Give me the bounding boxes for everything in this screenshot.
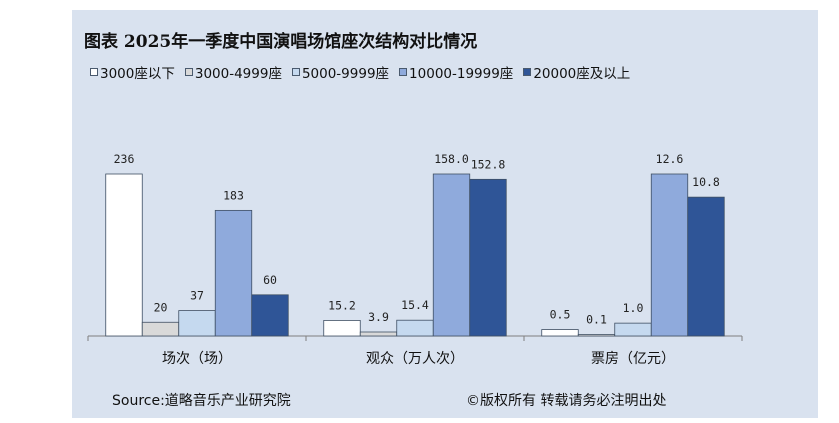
bar-3-1 — [541, 329, 579, 337]
legend-label-4: 10000-19999座 — [409, 66, 514, 82]
chart-title: 图表 2025年一季度中国演唱场馆座次结构对比情况 — [84, 32, 478, 52]
bar-2-1 — [323, 320, 361, 337]
legend-item-2: 3000-4999座 — [184, 62, 282, 82]
legend-item-4: 10000-19999座 — [399, 62, 513, 82]
legend-label-5: 20000座及以上 — [533, 66, 631, 82]
bar-3-2 — [577, 334, 616, 337]
data-label-3-1: 0.5 — [550, 308, 571, 322]
legend-swatch-3 — [291, 68, 300, 76]
legend-item-3: 5000-9999座 — [291, 62, 390, 82]
chart-panel: 图表 2025年一季度中国演唱场馆座次结构对比情况 3000座以下 3000-4… — [72, 10, 818, 418]
bar-2-4 — [432, 173, 471, 337]
data-label-2-3: 15.4 — [401, 298, 429, 312]
legend-item-1: 3000座以下 — [90, 62, 175, 82]
bar-2-3 — [396, 319, 434, 337]
category-label-2: 观众（万人次） — [366, 351, 464, 367]
legend-swatch-5 — [523, 68, 532, 76]
legend-label-2: 3000-4999座 — [194, 66, 282, 82]
bar-3-5 — [687, 196, 725, 337]
legend-swatch-4 — [399, 68, 408, 76]
data-label-3-5: 10.8 — [692, 175, 720, 189]
bar-1-1 — [105, 173, 143, 337]
bar-chart-plot: 236 20 37 183 60 场次（场） 15.2 3.9 15.4 158.0 152.8 观众… — [87, 152, 743, 367]
data-label-2-5: 152.8 — [471, 157, 506, 171]
data-label-3-3: 1.0 — [623, 301, 644, 315]
source-note: Source:道略音乐产业研究院 — [112, 393, 291, 409]
category-label-1: 场次（场） — [162, 351, 232, 367]
bar-1-3 — [178, 310, 216, 337]
data-label-1-4: 183 — [223, 188, 244, 202]
legend-swatch-1 — [90, 68, 98, 76]
data-label-1-3: 37 — [190, 289, 204, 303]
data-label-2-4: 158.0 — [434, 152, 469, 166]
bar-3-4 — [650, 173, 689, 337]
data-label-1-5: 60 — [263, 273, 277, 287]
data-label-3-2: 0.1 — [586, 313, 607, 327]
bar-3-3 — [614, 322, 652, 337]
data-label-1-1: 236 — [114, 152, 135, 166]
data-label-3-4: 12.6 — [656, 152, 684, 166]
legend-item-5: 20000座及以上 — [523, 62, 630, 82]
legend-label-3: 5000-9999座 — [301, 66, 390, 82]
category-label-3: 票房（亿元） — [591, 351, 675, 367]
copyright-note: ©版权所有 转载请务必注明出处 — [466, 393, 667, 409]
chart-legend: 3000座以下 3000-4999座 5000-9999座 10000-1999… — [90, 62, 630, 82]
legend-swatch-2 — [184, 68, 193, 76]
bar-1-5 — [251, 294, 289, 337]
legend-label-1: 3000座以下 — [100, 66, 175, 82]
data-label-2-1: 15.2 — [328, 298, 356, 312]
bar-1-2 — [141, 321, 180, 337]
bar-1-4 — [214, 209, 253, 337]
bar-2-2 — [359, 331, 398, 337]
data-label-2-2: 3.9 — [368, 310, 389, 324]
bar-2-5 — [469, 178, 507, 337]
data-label-1-2: 20 — [154, 300, 168, 314]
